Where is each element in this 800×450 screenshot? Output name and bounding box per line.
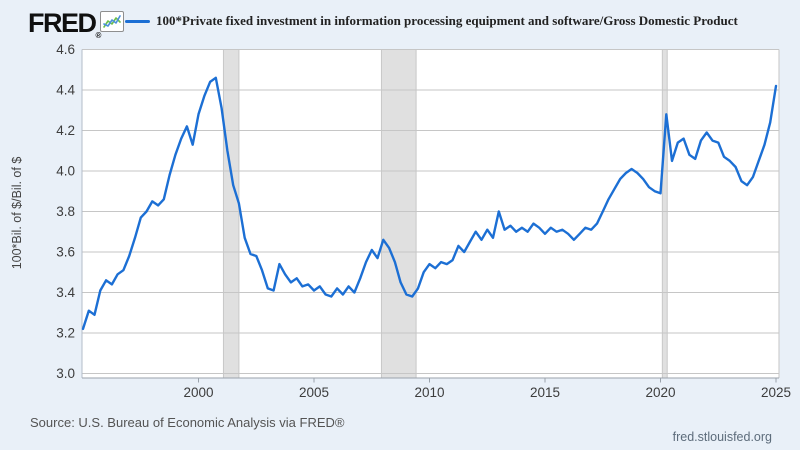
- x-tick-label: 2020: [645, 385, 675, 400]
- registered-mark: ®: [95, 31, 102, 40]
- y-tick-label: 4.0: [56, 164, 75, 179]
- y-tick-label: 3.8: [56, 204, 75, 219]
- recession-band: [222, 49, 240, 379]
- data-line[interactable]: [81, 76, 778, 331]
- recession-band: [380, 49, 417, 379]
- y-tick-label: 3.0: [56, 366, 75, 381]
- x-tick-label: 2010: [414, 385, 444, 400]
- plot-background: [82, 49, 779, 378]
- fred-sparkline-icon: [100, 11, 124, 32]
- y-tick-label: 4.6: [56, 42, 75, 57]
- x-tick-label: 2025: [761, 385, 791, 400]
- legend-line-swatch: [125, 20, 150, 23]
- y-axis-title: 100*Bil. of $/Bil. of $: [10, 156, 24, 270]
- y-tick-label: 3.6: [56, 245, 75, 260]
- x-tick-label: 2005: [299, 385, 329, 400]
- y-tick-label: 4.2: [56, 123, 75, 138]
- recession-band: [661, 49, 668, 379]
- legend-series-label: 100*Private fixed investment in informat…: [156, 13, 738, 28]
- y-tick-label: 4.4: [56, 83, 75, 98]
- source-note: Source: U.S. Bureau of Economic Analysis…: [30, 415, 345, 430]
- y-tick-label: 3.2: [56, 326, 75, 341]
- fred-watermark-link[interactable]: fred.stlouisfed.org: [672, 430, 772, 444]
- sparkline-glyph: [103, 15, 121, 28]
- y-tick-label: 3.4: [56, 285, 75, 300]
- x-tick-label: 2000: [183, 385, 213, 400]
- fred-logo-text: FRED: [28, 8, 97, 38]
- fred-logo: FRED®: [28, 8, 101, 40]
- x-tick-label: 2015: [530, 385, 560, 400]
